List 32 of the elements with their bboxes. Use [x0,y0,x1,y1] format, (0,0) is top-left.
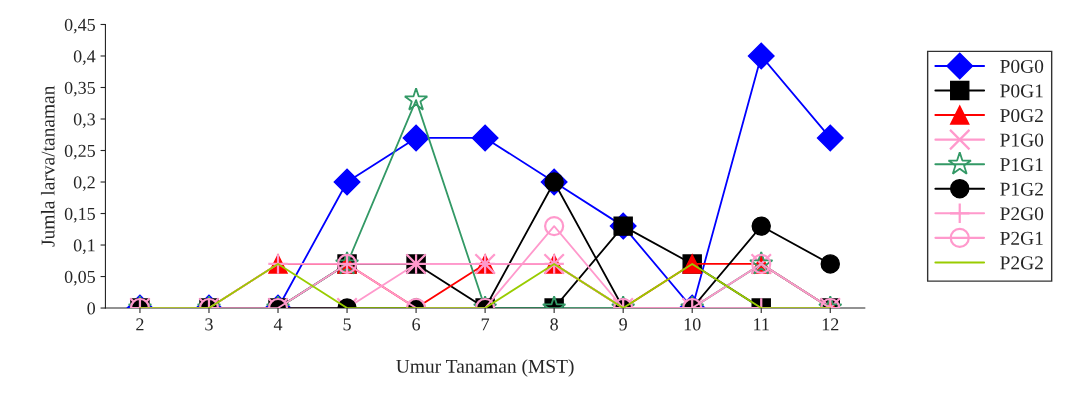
legend-label: P1G2 [1000,182,1043,196]
y-tick-label: 0,3 [73,113,96,129]
legend-label: P2G1 [1000,231,1043,245]
x-tick-label: 8 [550,318,558,331]
y-tick-label: 0,25 [64,144,96,160]
x-tick-label: 12 [822,318,839,331]
legend-label: P2G2 [1000,256,1043,270]
x-tick-label: 6 [412,318,421,331]
legend-label: P0G2 [1000,108,1043,123]
legend-label: P0G0 [1000,59,1044,73]
legend-label: P1G0 [1000,133,1044,147]
y-tick-label: 0,2 [73,176,95,192]
x-tick-label: 9 [619,318,627,331]
y-axis-title: Jumla larva/tanaman [40,85,55,247]
x-tick-label: 7 [481,318,490,331]
y-tick-label: 0,1 [73,239,95,255]
x-tick-label: 4 [273,318,283,331]
legend-label: P2G0 [1000,207,1044,221]
x-tick-label: 11 [754,318,769,331]
legend-label: P0G1 [1000,84,1043,98]
y-tick-label: 0,4 [73,50,96,66]
y-tick-label: 0,45 [64,18,96,34]
y-tick-label: 0,05 [64,270,96,286]
x-tick-label: 3 [205,318,213,331]
x-tick-label: 2 [136,318,144,331]
legend-label: P1G1 [1000,158,1043,172]
x-tick-label: 10 [684,318,701,331]
y-tick-label: 0,15 [64,207,96,223]
x-axis-title: Umur Tanaman (MST) [396,359,574,377]
x-tick-label: 5 [343,318,351,331]
y-tick-label: 0 [87,302,96,315]
y-tick-label: 0,35 [64,81,96,97]
